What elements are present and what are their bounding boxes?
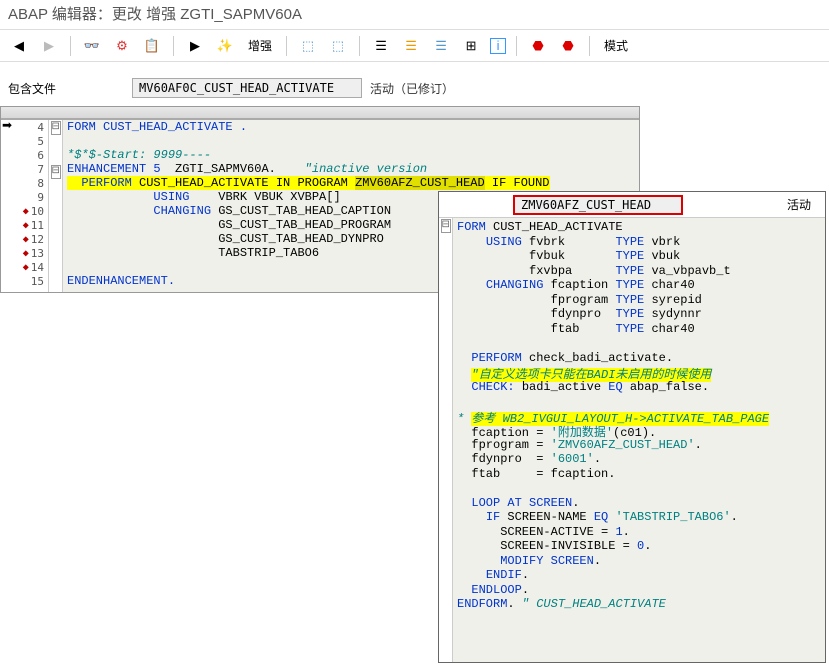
stop2-icon[interactable]: ⬣ xyxy=(557,35,579,57)
indent-icon[interactable]: ⬚ xyxy=(297,35,319,57)
activate-icon[interactable]: ⚙ xyxy=(111,35,133,57)
fold-column: ⊟ ⊟ xyxy=(49,120,63,292)
include-status: 活动（已修订） xyxy=(370,80,454,97)
line-gutter: 4 5 6 7 8 9 ◆10 ◆11 ◆12 ◆13 ◆14 15 xyxy=(1,120,49,292)
side-fold-column: ⊟ xyxy=(439,218,453,662)
mode-button[interactable]: 模式 xyxy=(600,37,632,54)
include-input[interactable]: MV60AF0C_CUST_HEAD_ACTIVATE xyxy=(132,78,362,98)
wand-icon[interactable]: ✨ xyxy=(214,35,236,57)
info-icon[interactable]: i xyxy=(490,38,506,54)
program-input[interactable]: ZMV60AFZ_CUST_HEAD xyxy=(513,195,683,215)
program-status: 活动 xyxy=(787,196,811,213)
hier3-icon[interactable]: ☰ xyxy=(430,35,452,57)
current-line-icon: ➡ xyxy=(2,118,12,132)
toolbar: ◀ ▶ 👓 ⚙ 📋 ▶ ✨ 增强 ⬚ ⬚ ☰ ☰ ☰ ⊞ i ⬣ ⬣ 模式 xyxy=(0,30,829,62)
hier-icon[interactable]: ☰ xyxy=(370,35,392,57)
indent2-icon[interactable]: ⬚ xyxy=(327,35,349,57)
check-icon[interactable]: 📋 xyxy=(141,35,163,57)
glasses-icon[interactable]: 👓 xyxy=(81,35,103,57)
fold-icon[interactable]: ⊟ xyxy=(51,165,61,179)
window-title: ABAP 编辑器：更改 增强 ZGTI_SAPMV60A xyxy=(0,0,829,30)
include-label: 包含文件 xyxy=(8,80,56,97)
side-editor: ZMV60AFZ_CUST_HEAD 活动 ⊟ FORM CUST_HEAD_A… xyxy=(438,191,826,663)
include-bar: 包含文件 MV60AF0C_CUST_HEAD_ACTIVATE 活动（已修订） xyxy=(0,70,829,106)
hier4-icon[interactable]: ⊞ xyxy=(460,35,482,57)
enhance-button[interactable]: 增强 xyxy=(244,37,276,54)
forward-icon[interactable]: ▶ xyxy=(38,35,60,57)
where-icon[interactable]: ▶ xyxy=(184,35,206,57)
back-icon[interactable]: ◀ xyxy=(8,35,30,57)
fold-icon[interactable]: ⊟ xyxy=(441,219,451,233)
side-code-area[interactable]: FORM CUST_HEAD_ACTIVATE USING fvbrk TYPE… xyxy=(453,218,825,662)
fold-icon[interactable]: ⊟ xyxy=(51,121,61,135)
hier2-icon[interactable]: ☰ xyxy=(400,35,422,57)
stop-icon[interactable]: ⬣ xyxy=(527,35,549,57)
